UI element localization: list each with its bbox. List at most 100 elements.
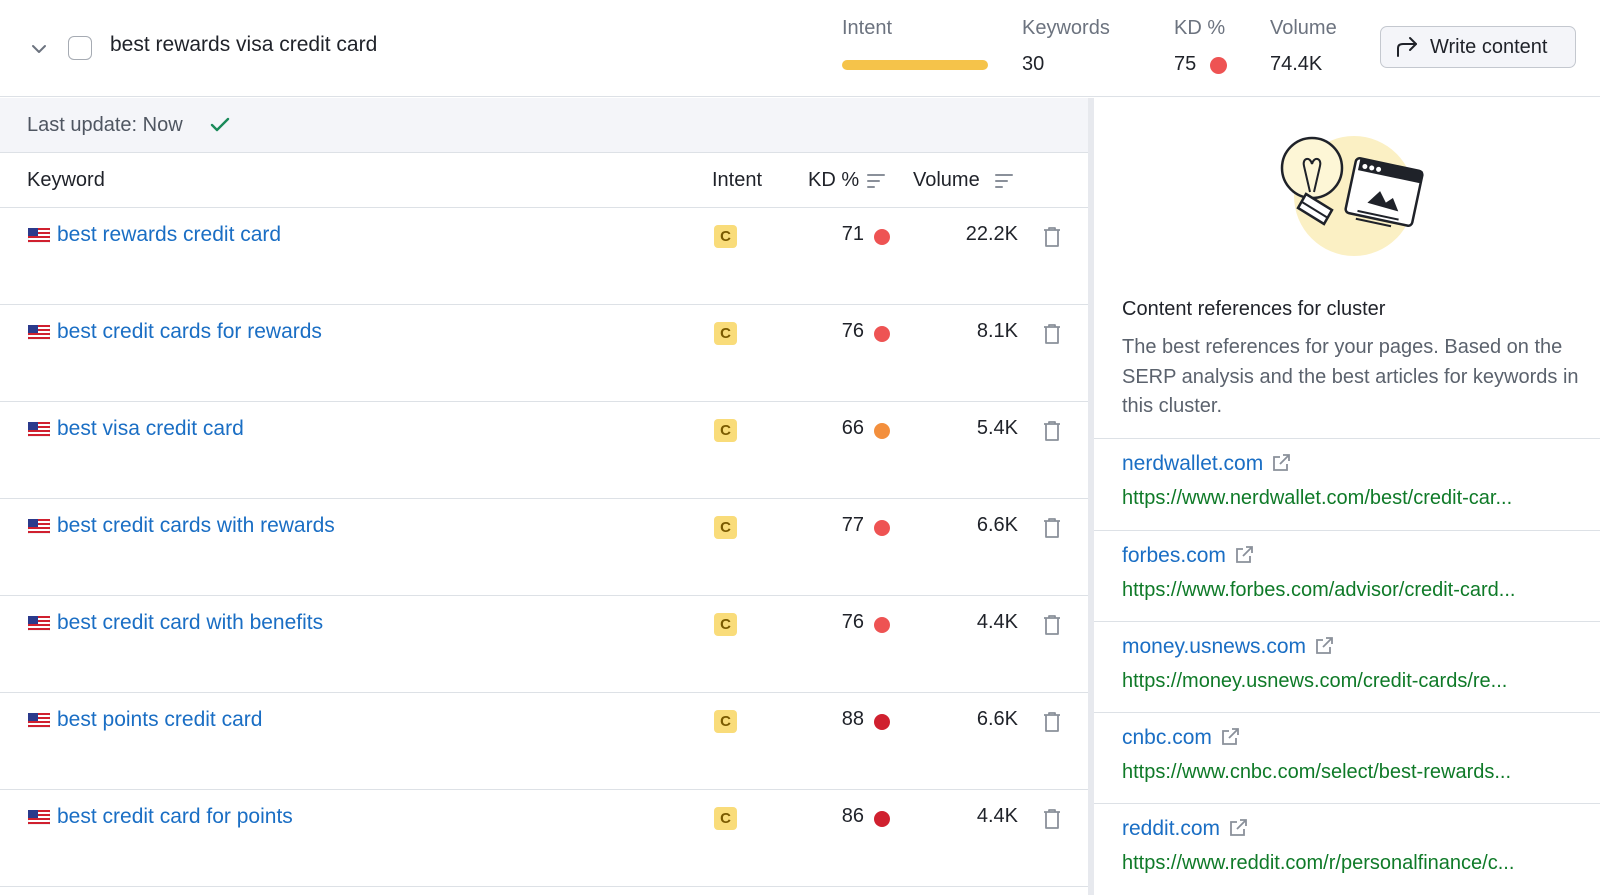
intent-badge: C <box>714 225 737 248</box>
reference-domain[interactable]: reddit.com <box>1122 817 1221 840</box>
content-references-panel: Content references for cluster The best … <box>1094 98 1600 895</box>
keywords-panel: Last update: Now Keyword Intent KD % Vol… <box>0 98 1088 895</box>
kd-dot <box>874 811 890 827</box>
reference-domain-link[interactable]: forbes.com <box>1122 544 1254 568</box>
us-flag-icon <box>28 616 50 631</box>
trash-icon[interactable] <box>1043 808 1061 830</box>
table-row: best credit card for points C 86 4.4K <box>0 790 1088 887</box>
table-row: best visa credit card C 66 5.4K <box>0 402 1088 499</box>
keyword-link[interactable]: best credit card with benefits <box>57 611 324 634</box>
keywords-label: Keywords <box>1022 17 1110 39</box>
us-flag-icon <box>28 325 50 340</box>
reference-item: cnbc.com https://www.cnbc.com/select/bes… <box>1094 712 1600 805</box>
kd-value: 77 <box>841 514 864 536</box>
kd-dot <box>874 714 890 730</box>
us-flag-icon <box>28 810 50 825</box>
reference-domain-link[interactable]: cnbc.com <box>1122 726 1240 750</box>
reference-domain[interactable]: cnbc.com <box>1122 726 1212 749</box>
reference-url[interactable]: https://www.cnbc.com/select/best-rewards… <box>1122 761 1512 783</box>
kd-value: 88 <box>841 708 864 730</box>
volume-value: 74.4K <box>1270 53 1323 75</box>
reference-url[interactable]: https://www.nerdwallet.com/best/credit-c… <box>1122 487 1513 509</box>
volume-value: 4.4K <box>976 611 1018 633</box>
trash-icon[interactable] <box>1043 323 1061 345</box>
keyword-link[interactable]: best rewards credit card <box>57 223 282 246</box>
volume-value: 6.6K <box>976 514 1018 536</box>
intent-badge: C <box>714 807 737 830</box>
kd-value: 66 <box>841 417 864 439</box>
intent-badge: C <box>714 516 737 539</box>
kd-value: 86 <box>841 805 864 827</box>
intent-badge: C <box>714 710 737 733</box>
keyword-link[interactable]: best visa credit card <box>57 417 244 440</box>
write-content-button[interactable]: Write content <box>1380 26 1576 68</box>
reference-domain[interactable]: forbes.com <box>1122 544 1226 567</box>
external-link-icon[interactable] <box>1234 545 1254 565</box>
intent-label: Intent <box>842 17 893 39</box>
reference-item: money.usnews.com https://money.usnews.co… <box>1094 621 1600 714</box>
intent-bar <box>842 60 988 70</box>
table-row: best points credit card C 88 6.6K <box>0 693 1088 790</box>
kd-dot <box>874 229 890 245</box>
last-update-text: Last update: Now <box>27 114 183 136</box>
external-link-icon[interactable] <box>1220 727 1240 747</box>
references-title: Content references for cluster <box>1122 298 1386 320</box>
kd-dot <box>874 617 890 633</box>
keyword-link[interactable]: best points credit card <box>57 708 263 731</box>
kd-value: 76 <box>841 611 864 633</box>
table-row: best rewards credit card C 71 22.2K <box>0 208 1088 305</box>
kd-value: 75 <box>1174 53 1197 75</box>
reference-domain-link[interactable]: nerdwallet.com <box>1122 452 1291 476</box>
keyword-link[interactable]: best credit cards with rewards <box>57 514 335 537</box>
trash-icon[interactable] <box>1043 517 1061 539</box>
intent-badge: C <box>714 322 737 345</box>
keyword-link[interactable]: best credit card for points <box>57 805 293 828</box>
volume-value: 4.4K <box>976 805 1018 827</box>
keyword-link[interactable]: best credit cards for rewards <box>57 320 322 343</box>
cluster-checkbox[interactable] <box>68 36 92 60</box>
sort-icon[interactable] <box>867 173 887 189</box>
column-keyword: Keyword <box>27 169 105 191</box>
reference-url[interactable]: https://www.forbes.com/advisor/credit-ca… <box>1122 579 1516 601</box>
keywords-value: 30 <box>1022 53 1045 75</box>
reference-domain-link[interactable]: money.usnews.com <box>1122 635 1334 659</box>
reference-item: reddit.com https://www.reddit.com/r/pers… <box>1094 803 1600 895</box>
reference-item: forbes.com https://www.forbes.com/adviso… <box>1094 530 1600 623</box>
us-flag-icon <box>28 228 50 243</box>
intent-badge: C <box>714 419 737 442</box>
external-link-icon[interactable] <box>1228 818 1248 838</box>
external-link-icon[interactable] <box>1271 453 1291 473</box>
sort-icon[interactable] <box>995 173 1015 189</box>
cluster-header: best rewards visa credit card Intent Key… <box>0 0 1600 97</box>
table-row: best credit cards for rewards C 76 8.1K <box>0 305 1088 402</box>
column-volume[interactable]: Volume <box>913 169 980 191</box>
reference-domain-link[interactable]: reddit.com <box>1122 817 1248 841</box>
table-row: best credit cards with rewards C 77 6.6K <box>0 499 1088 596</box>
kd-dot <box>874 326 890 342</box>
us-flag-icon <box>28 422 50 437</box>
reference-domain[interactable]: money.usnews.com <box>1122 635 1307 658</box>
column-kd[interactable]: KD % <box>808 169 860 191</box>
column-intent: Intent <box>712 169 763 191</box>
external-link-icon[interactable] <box>1314 636 1334 656</box>
trash-icon[interactable] <box>1043 226 1061 248</box>
share-arrow-icon <box>1397 37 1417 57</box>
volume-value: 8.1K <box>976 320 1018 342</box>
reference-url[interactable]: https://money.usnews.com/credit-cards/re… <box>1122 670 1508 692</box>
table-row: best credit card with benefits C 76 4.4K <box>0 596 1088 693</box>
volume-value: 5.4K <box>976 417 1018 439</box>
kd-value: 71 <box>841 223 864 245</box>
references-description: The best references for your pages. Base… <box>1122 336 1579 417</box>
reference-domain[interactable]: nerdwallet.com <box>1122 452 1264 475</box>
kd-value: 76 <box>841 320 864 342</box>
trash-icon[interactable] <box>1043 420 1061 442</box>
panel-divider[interactable] <box>1088 98 1094 895</box>
chevron-down-icon[interactable] <box>27 37 51 61</box>
trash-icon[interactable] <box>1043 614 1061 636</box>
trash-icon[interactable] <box>1043 711 1061 733</box>
us-flag-icon <box>28 713 50 728</box>
volume-label: Volume <box>1270 17 1337 39</box>
reference-url[interactable]: https://www.reddit.com/r/personalfinance… <box>1122 852 1515 874</box>
us-flag-icon <box>28 519 50 534</box>
volume-value: 6.6K <box>976 708 1018 730</box>
